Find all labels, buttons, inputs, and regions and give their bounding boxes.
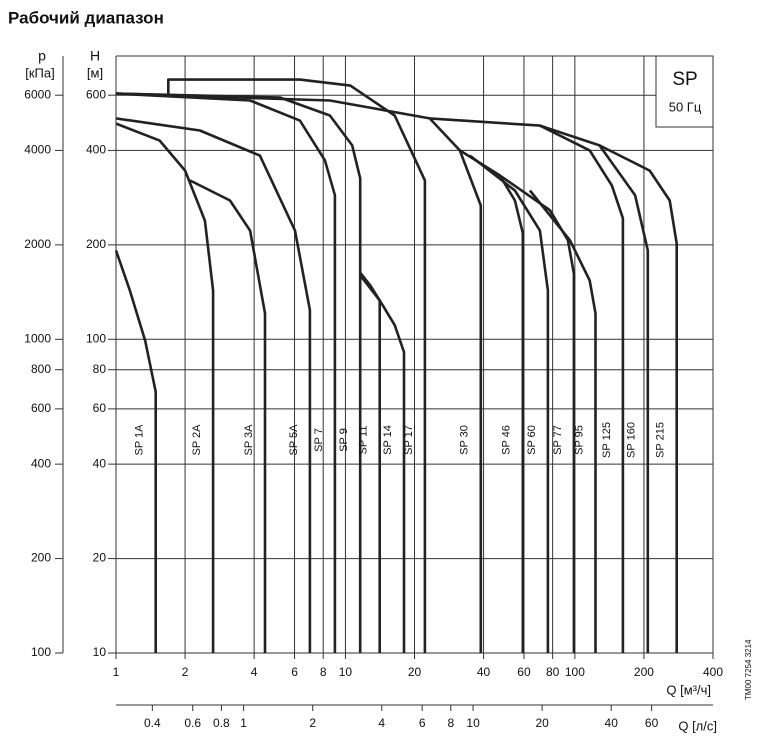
- pump-curve: [539, 124, 650, 653]
- y-tick-label: 100: [86, 331, 106, 345]
- x-tick-label: 8: [320, 665, 327, 679]
- pump-curve: [469, 154, 550, 653]
- y-tick-label: 600: [86, 87, 106, 101]
- series-label: SP 7: [313, 428, 325, 452]
- x2-tick-label: 40: [605, 716, 619, 730]
- pump-curve: [359, 271, 381, 653]
- y2-tick-label: 400: [31, 456, 51, 470]
- y2-label: p: [38, 48, 46, 64]
- legend-box: [655, 55, 714, 128]
- pump-curve: [114, 249, 157, 653]
- x2-tick-label: 4: [378, 716, 385, 730]
- x-tick-label: 10: [339, 665, 353, 679]
- y-tick-label: 20: [93, 551, 107, 565]
- x-tick-label: 2: [182, 665, 189, 679]
- y2-tick-label: 800: [31, 362, 51, 376]
- series-label: SP 2A: [191, 424, 203, 456]
- x-tick-label: 20: [408, 665, 422, 679]
- x2-tick-label: 6: [419, 716, 426, 730]
- series-label: SP 95: [573, 425, 585, 455]
- series-label: SP 46: [501, 425, 513, 455]
- pump-curve: [115, 92, 337, 653]
- x-tick-label: 200: [634, 665, 654, 679]
- pump-curve: [459, 149, 525, 653]
- x-label: Q [м³/ч]: [666, 682, 711, 697]
- series-label: SP 5A: [288, 424, 300, 456]
- y-tick-label: 40: [93, 456, 107, 470]
- legend-subtitle: 50 Гц: [669, 99, 702, 114]
- series-label: SP 77: [552, 425, 564, 455]
- pump-curve: [359, 274, 406, 653]
- x-tick-label: 4: [251, 665, 258, 679]
- series-label: SP 3A: [243, 424, 255, 456]
- series-label: SP 9: [338, 428, 350, 452]
- y2-tick-label: 200: [31, 551, 51, 565]
- series-label: SP 160: [626, 422, 638, 458]
- y-tick-label: 400: [86, 143, 106, 157]
- series-label: SP 17: [403, 425, 415, 455]
- pump-curve: [499, 174, 576, 653]
- x-tick-label: 400: [703, 665, 723, 679]
- y-tick-label: 200: [86, 237, 106, 251]
- y-unit: [м]: [87, 65, 103, 80]
- x2-tick-label: 60: [645, 716, 659, 730]
- chart-title: Рабочий диапазон: [8, 8, 164, 27]
- y-label: H: [90, 48, 100, 64]
- pump-curve: [167, 78, 427, 653]
- pump-curve: [528, 189, 597, 653]
- x2-tick-label: 10: [466, 716, 480, 730]
- y2-unit: [кПа]: [25, 65, 55, 80]
- note: TM00 7254 3214: [744, 639, 753, 700]
- legend-title: SP: [672, 69, 697, 90]
- x-tick-label: 60: [517, 665, 531, 679]
- x2-tick-label: 0.4: [144, 716, 161, 730]
- series-label: SP 125: [601, 422, 613, 458]
- series-label: SP 14: [382, 425, 394, 455]
- y2-tick-label: 4000: [24, 143, 51, 157]
- series-label: SP 60: [526, 425, 538, 455]
- y2-tick-label: 1000: [24, 331, 51, 345]
- pump-curve: [598, 144, 678, 653]
- pump-curve: [189, 179, 267, 653]
- series-label: SP 30: [459, 425, 471, 455]
- y-tick-label: 60: [93, 401, 107, 415]
- series-label: SP 1A: [134, 424, 146, 456]
- x-tick-label: 1: [113, 665, 120, 679]
- x2-tick-label: 20: [535, 716, 549, 730]
- x2-tick-label: 0.8: [213, 716, 230, 730]
- pump-curve: [115, 122, 215, 653]
- x2-tick-label: 8: [447, 716, 454, 730]
- y-tick-label: 80: [93, 362, 107, 376]
- y2-tick-label: 6000: [24, 87, 51, 101]
- x-tick-label: 6: [291, 665, 298, 679]
- x2-tick-label: 1: [240, 716, 247, 730]
- x-tick-label: 100: [565, 665, 585, 679]
- series-label: SP 215: [655, 422, 667, 458]
- y2-tick-label: 600: [31, 401, 51, 415]
- x2-label: Q [л/с]: [678, 718, 717, 733]
- x2-tick-label: 2: [309, 716, 316, 730]
- series-label: SP 11: [358, 426, 370, 455]
- pump-curve: [115, 92, 483, 653]
- y2-tick-label: 2000: [24, 237, 51, 251]
- x2-tick-label: 0.6: [184, 716, 201, 730]
- y2-tick-label: 100: [31, 645, 51, 659]
- pump-curve: [429, 117, 625, 653]
- pump-curve: [115, 117, 312, 653]
- x-tick-label: 40: [477, 665, 491, 679]
- x-tick-label: 80: [546, 665, 560, 679]
- y-tick-label: 10: [93, 645, 107, 659]
